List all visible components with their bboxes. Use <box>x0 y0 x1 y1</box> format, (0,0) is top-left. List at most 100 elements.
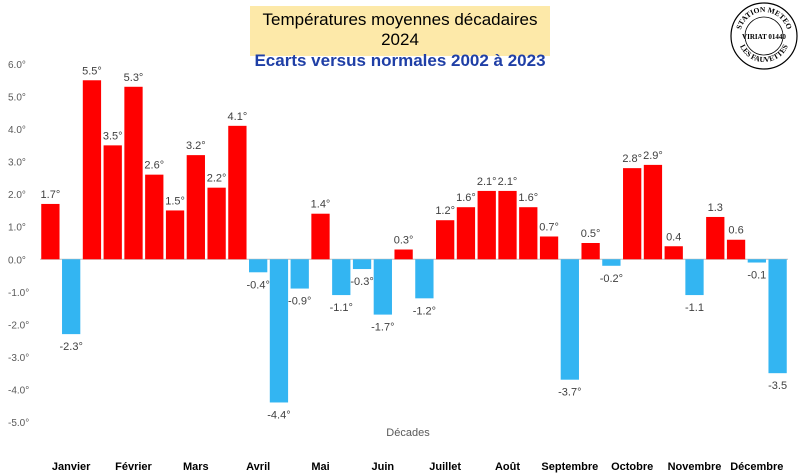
bar-value-label: 1.2° <box>435 205 455 217</box>
bar <box>249 259 268 273</box>
y-tick-label: -2.0° <box>8 320 29 331</box>
bar <box>623 168 642 260</box>
y-tick-label: -5.0° <box>8 418 29 429</box>
bar <box>643 164 663 260</box>
y-tick-label: 1.0° <box>8 223 26 234</box>
stamp-bottom-text: LES FAUVETTES <box>738 43 790 64</box>
chart-title-box: Températures moyennes décadaires 2024 Ec… <box>250 6 550 70</box>
bar <box>290 259 309 289</box>
bar-value-label: 1.7° <box>41 189 61 201</box>
bar <box>602 259 621 266</box>
svg-text:STATION METEO: STATION METEO <box>734 5 794 31</box>
bar <box>269 259 289 403</box>
bar <box>103 145 122 260</box>
bar-value-label: 1.4° <box>311 199 331 211</box>
month-label: Août <box>495 461 520 473</box>
bar <box>664 246 683 260</box>
bar-value-label: -0.2° <box>600 273 623 285</box>
bar <box>768 259 787 374</box>
bar <box>332 259 351 296</box>
month-label: Avril <box>246 461 270 473</box>
bar-value-labels: 1.7° -2.3° 5.5° 3.5° 5.3° 2.6° 1.5° 3.2° 2.2° 4.1… <box>41 65 788 421</box>
y-tick-label: -1.0° <box>8 288 29 299</box>
bar <box>186 155 205 260</box>
bar <box>311 213 330 260</box>
month-label: Mars <box>183 461 209 473</box>
month-label: Juin <box>372 461 395 473</box>
bar <box>581 243 600 260</box>
bar-value-label: -1.1 <box>685 302 704 314</box>
bar <box>352 259 372 270</box>
svg-text:LES FAUVETTES: LES FAUVETTES <box>738 43 790 64</box>
bar <box>685 259 704 296</box>
bar-value-label: 1.5° <box>165 195 185 207</box>
stamp-center-text: VIRIAT 01440 <box>742 33 786 41</box>
y-axis-ticks: 6.0° 5.0° 4.0° 3.0° 2.0° 1.0° 0.0° -1.0° -2.0° -3… <box>8 60 29 429</box>
month-label: Juillet <box>429 461 461 473</box>
bar-value-label: 0.7° <box>539 221 559 233</box>
bar-value-label: -1.1° <box>330 302 353 314</box>
bar-value-label: 1.6° <box>456 192 476 204</box>
y-tick-label: 3.0° <box>8 158 26 169</box>
bar-value-label: -2.3° <box>59 341 82 353</box>
bar-value-label: -3.7° <box>558 387 581 399</box>
y-tick-label: 6.0° <box>8 60 26 71</box>
month-label: Novembre <box>668 461 722 473</box>
bar <box>726 239 746 260</box>
bar <box>373 259 392 315</box>
bar-value-label: -4.4° <box>267 409 290 421</box>
bar-value-label: 2.6° <box>144 160 164 172</box>
bar-value-label: 0.4 <box>666 231 681 243</box>
y-tick-label: -4.0° <box>8 385 29 396</box>
month-label: Janvier <box>52 461 91 473</box>
month-label: Mai <box>311 461 329 473</box>
month-label: Février <box>115 461 152 473</box>
bar <box>436 220 455 260</box>
month-label: Octobre <box>611 461 653 473</box>
bar-value-label: -0.4° <box>246 279 269 291</box>
bar-value-label: -0.1 <box>747 270 766 282</box>
bar-value-label: 0.5° <box>581 228 601 240</box>
bar-value-label: 3.2° <box>186 140 206 152</box>
y-tick-label: 2.0° <box>8 190 26 201</box>
chart-title: Températures moyennes décadaires 2024 <box>262 10 538 49</box>
y-tick-label: 5.0° <box>8 93 26 104</box>
bar-value-label: 4.1° <box>228 111 248 123</box>
y-tick-label: -3.0° <box>8 353 29 364</box>
bar-value-label: 2.1° <box>477 176 497 188</box>
bar-value-label: 1.3 <box>708 202 723 214</box>
bar-value-label: 1.6° <box>518 192 538 204</box>
bar-value-label: 0.6 <box>728 225 743 237</box>
bar <box>124 86 143 260</box>
bar <box>539 236 559 260</box>
station-stamp-logo: STATION METEO VIRIAT 01440 LES FAUVETTES <box>730 2 798 70</box>
bar-value-label: 3.5° <box>103 130 123 142</box>
x-axis-month-labels: Janvier Février Mars Avril Mai Juin Juillet Aoû… <box>52 461 784 473</box>
bar <box>415 259 434 299</box>
bar-value-label: 2.9° <box>643 150 663 162</box>
bar-value-label: 5.3° <box>124 72 144 84</box>
bar <box>394 249 413 260</box>
month-label: Décembre <box>730 461 783 473</box>
bar <box>165 210 185 260</box>
bar <box>228 125 247 260</box>
bar <box>62 259 81 335</box>
bar <box>145 174 164 260</box>
bar <box>477 190 496 260</box>
chart-subtitle: Ecarts versus normales 2002 à 2023 <box>254 51 546 70</box>
bar-value-label: -1.2° <box>413 305 436 317</box>
stamp-top-text: STATION METEO <box>734 5 794 31</box>
bar-value-label: 0.3° <box>394 235 414 247</box>
bar <box>560 259 579 380</box>
bar <box>747 259 766 263</box>
bar-value-label: -0.3° <box>350 276 373 288</box>
bar-value-label: 2.2° <box>207 173 227 185</box>
month-label: Septembre <box>541 461 598 473</box>
bar <box>207 187 226 260</box>
bar-value-label: -0.9° <box>288 296 311 308</box>
x-axis-title: Décades <box>386 427 430 439</box>
bar-value-label: -3.5 <box>768 380 787 392</box>
bar <box>519 207 538 260</box>
bar-value-label: 2.1° <box>498 176 518 188</box>
